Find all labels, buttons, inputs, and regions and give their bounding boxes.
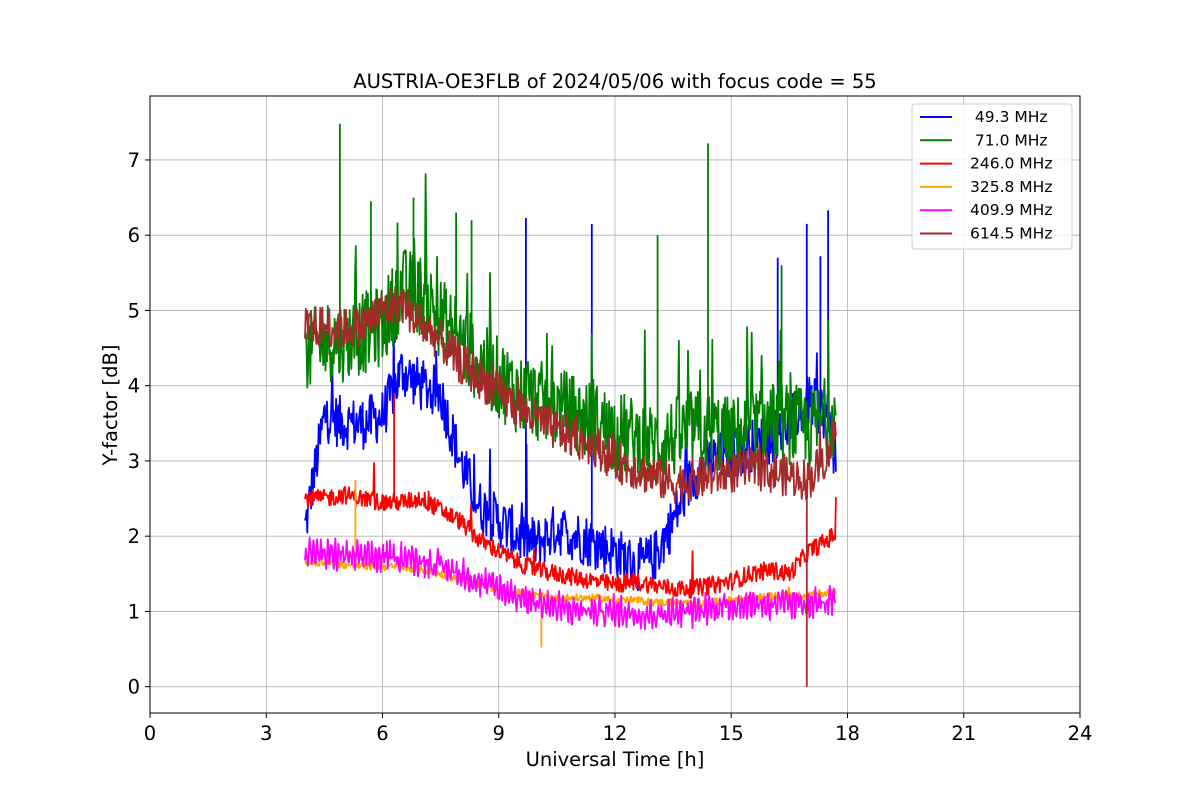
- y-tick-label: 0: [128, 676, 140, 699]
- y-tick-label: 1: [128, 600, 140, 623]
- x-tick-label: 0: [144, 722, 156, 745]
- chart-title: AUSTRIA-OE3FLB of 2024/05/06 with focus …: [353, 70, 876, 93]
- series-lines: [304, 123, 837, 687]
- legend: 49.3 MHz 71.0 MHz 246.0 MHz 325.8 MHz 409.9…: [911, 103, 1073, 250]
- x-axis-label: Universal Time [h]: [526, 748, 705, 771]
- x-tick-label: 6: [376, 722, 388, 745]
- y-tick-label: 6: [128, 224, 140, 247]
- y-tick-label: 2: [128, 525, 140, 548]
- y-tick-label: 7: [128, 149, 140, 172]
- x-tick-label: 9: [493, 722, 505, 745]
- series-line: [304, 536, 837, 631]
- y-axis-label: Y-factor [dB]: [99, 345, 122, 467]
- y-tick-label: 4: [128, 375, 140, 398]
- legend-label: 409.9 MHz: [970, 201, 1052, 219]
- legend-label: 49.3 MHz: [970, 108, 1048, 126]
- x-tick-label: 18: [835, 722, 860, 745]
- y-tick-label: 5: [128, 299, 140, 322]
- series-line: [304, 393, 837, 599]
- legend-label: 246.0 MHz: [970, 155, 1052, 173]
- x-tick-label: 3: [260, 722, 272, 745]
- series-line: [304, 286, 837, 687]
- y-tick-label: 3: [128, 450, 140, 473]
- x-tick-label: 15: [719, 722, 744, 745]
- legend-label: 325.8 MHz: [970, 178, 1052, 196]
- legend-label: 71.0 MHz: [970, 131, 1048, 149]
- x-tick-label: 12: [603, 722, 628, 745]
- legend-label: 614.5 MHz: [970, 225, 1052, 243]
- x-tick-label: 21: [951, 722, 976, 745]
- x-tick-label: 24: [1068, 722, 1093, 745]
